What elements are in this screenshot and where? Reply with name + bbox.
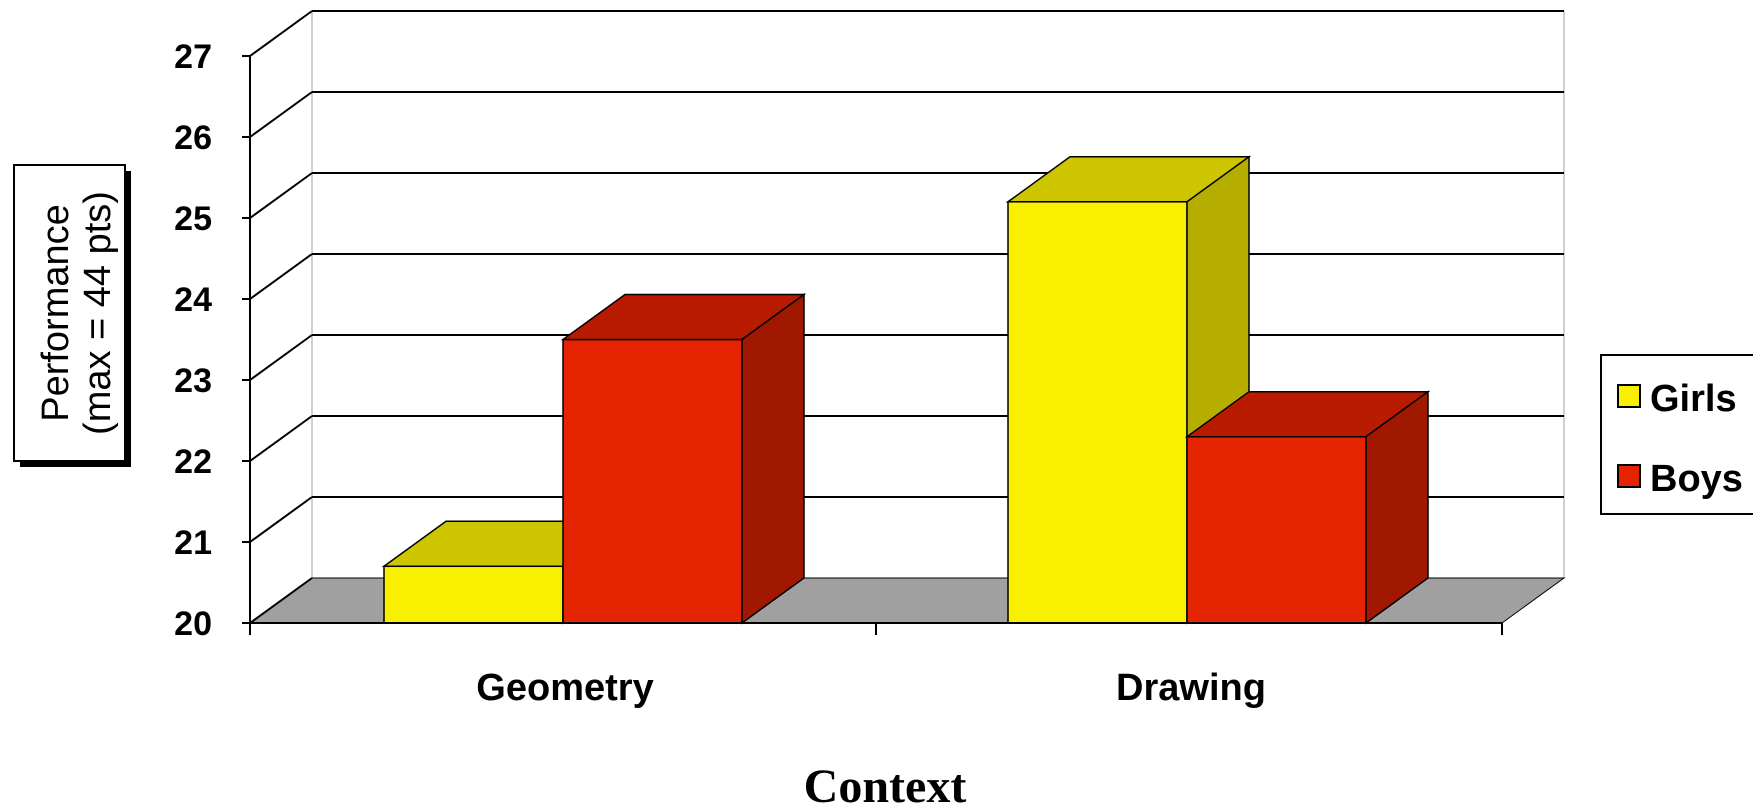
legend-swatch-girls: [1617, 384, 1641, 408]
y-tick-label: 25: [174, 200, 212, 238]
gridline-side: [249, 10, 313, 57]
gridline-side: [249, 91, 313, 138]
bar-girls-front: [1007, 201, 1188, 624]
x-category-label: Geometry: [476, 667, 653, 709]
y-tick-label: 23: [174, 362, 212, 400]
gridline-side: [249, 334, 313, 381]
gridline-side: [249, 172, 313, 219]
y-tick-label: 20: [174, 605, 212, 643]
gridline-side: [249, 253, 313, 300]
y-axis-label-box: Performance (max = 44 pts): [13, 164, 131, 467]
gridline-side: [249, 496, 313, 543]
bars: [381, 155, 1431, 625]
y-tick-label: 27: [174, 38, 212, 76]
legend: Girls Boys: [1600, 354, 1753, 515]
category-labels: Geometry Drawing: [476, 667, 1266, 709]
legend-label-girls: Girls: [1650, 378, 1737, 420]
x-axis-title: Context: [804, 760, 967, 808]
legend-swatch-boys: [1617, 464, 1641, 488]
bar-boys-side: [1365, 390, 1429, 625]
y-tick-label: 21: [174, 524, 212, 562]
bar-boys-front: [1186, 435, 1367, 624]
x-category-label: Drawing: [1116, 667, 1266, 709]
y-tick-label: 26: [174, 119, 212, 157]
y-tick-label: 24: [174, 281, 212, 319]
bar-girls-front: [383, 565, 564, 624]
y-axis-label-line1: Performance: [35, 204, 77, 422]
gridline-side: [249, 577, 313, 624]
legend-label-boys: Boys: [1650, 458, 1743, 500]
y-tick-label: 22: [174, 443, 212, 481]
y-tick-labels: 20 21 22 23 24 25 26 27: [174, 38, 212, 643]
axes: [242, 55, 1503, 635]
gridline-side: [249, 415, 313, 462]
y-axis-label-line2: (max = 44 pts): [77, 191, 119, 435]
bar-boys-front: [562, 338, 743, 624]
bar-boys-side: [741, 293, 805, 625]
